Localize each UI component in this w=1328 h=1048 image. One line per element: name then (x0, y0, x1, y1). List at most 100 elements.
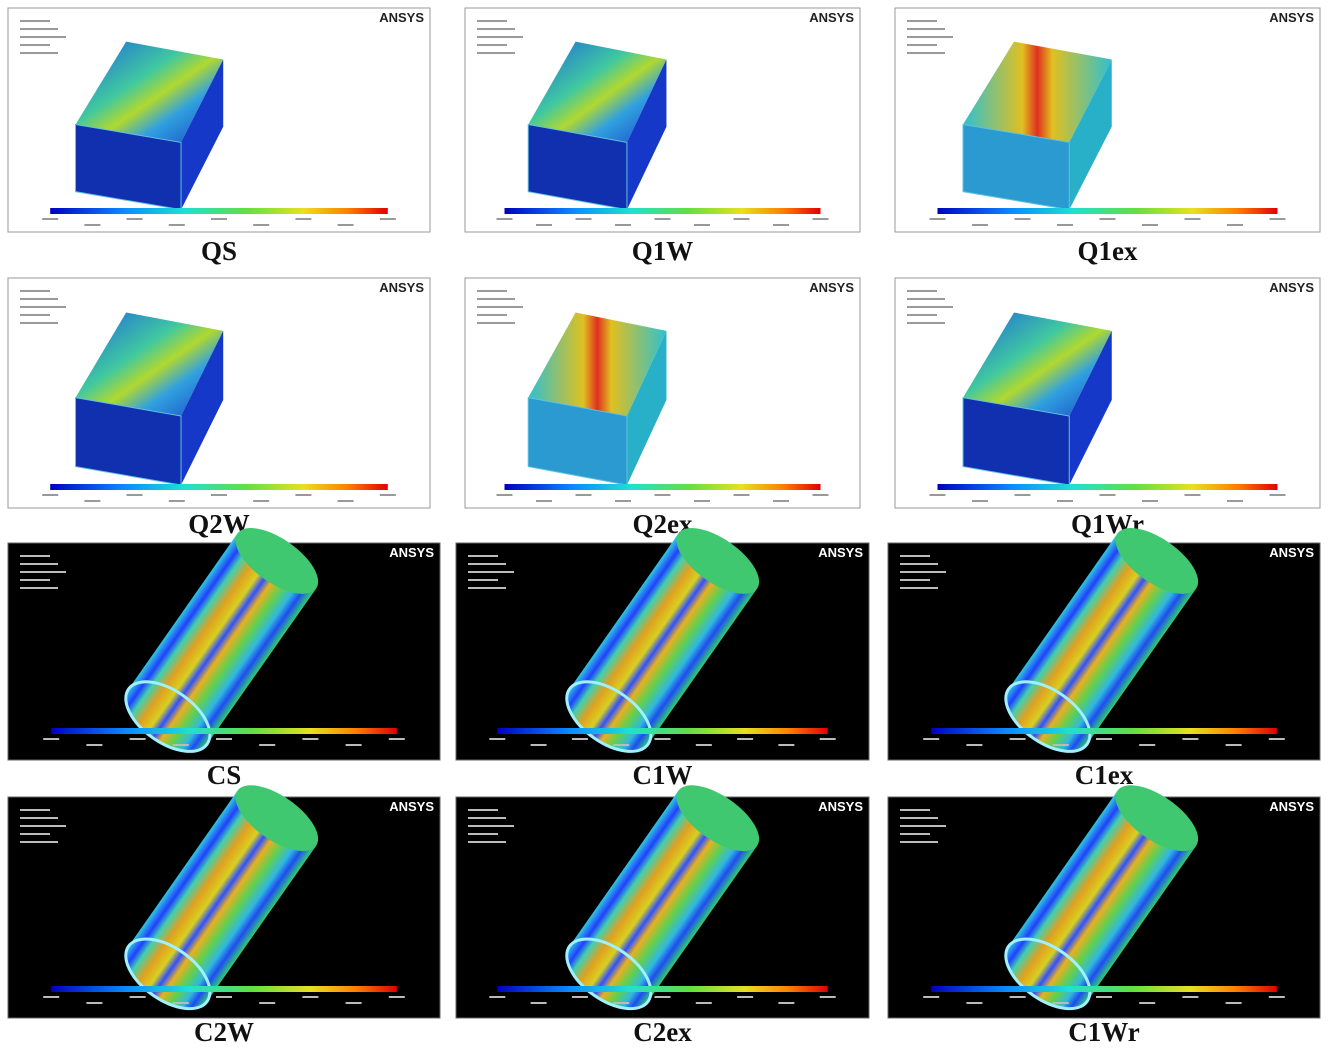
legend-tick-text (734, 494, 750, 496)
legend-tick-text (734, 218, 750, 220)
panel: ANSYS (895, 8, 1320, 232)
legend-tick-text (1100, 494, 1116, 496)
legend-tick-text (966, 1002, 982, 1004)
legend-tick-text (253, 500, 269, 502)
legend-tick-text (972, 500, 988, 502)
info-text-line (20, 306, 66, 308)
caption: Q1W (632, 236, 694, 266)
legend-tick-text (380, 218, 396, 220)
legend-tick-text (497, 494, 513, 496)
info-text-line (907, 322, 945, 324)
legend-tick-text (42, 218, 58, 220)
legend-tick-text (1096, 738, 1112, 740)
info-text-line (900, 571, 946, 573)
color-legend (50, 484, 388, 490)
info-text-line (20, 36, 66, 38)
legend-tick-text (489, 996, 505, 998)
panel: ANSYS (465, 8, 860, 232)
info-text-line (907, 28, 945, 30)
legend-tick-text (572, 738, 588, 740)
legend-tick-text (1010, 996, 1026, 998)
color-legend (931, 986, 1277, 992)
legend-tick-text (130, 738, 146, 740)
legend-tick-text (655, 494, 671, 496)
info-text-line (20, 52, 58, 54)
legend-tick-text (613, 744, 629, 746)
caption: C2W (194, 1017, 254, 1047)
legend-tick-text (1185, 494, 1201, 496)
legend-tick-text (1182, 996, 1198, 998)
ansys-logo: ANSYS (1269, 545, 1314, 560)
caption: CS (207, 760, 242, 790)
panel: ANSYS (895, 278, 1320, 508)
legend-tick-text (216, 738, 232, 740)
legend-tick-text (820, 996, 836, 998)
legend-tick-text (773, 500, 789, 502)
info-text-line (900, 833, 930, 835)
legend-tick-text (86, 744, 102, 746)
legend-tick-text (173, 1002, 189, 1004)
info-text-line (20, 28, 58, 30)
info-text-line (20, 314, 50, 316)
info-text-line (468, 817, 506, 819)
legend-tick-text (1139, 1002, 1155, 1004)
info-text-line (900, 587, 938, 589)
legend-tick-text (489, 738, 505, 740)
legend-tick-text (211, 494, 227, 496)
info-text-line (468, 825, 514, 827)
info-text-line (907, 290, 937, 292)
info-text-line (468, 555, 498, 557)
legend-tick-text (380, 494, 396, 496)
legend-tick-text (169, 500, 185, 502)
color-legend (51, 728, 397, 734)
info-text-line (907, 44, 937, 46)
legend-tick-text (211, 218, 227, 220)
info-text-line (20, 20, 50, 22)
legend-tick-text (694, 500, 710, 502)
legend-tick-text (1096, 996, 1112, 998)
legend-tick-text (389, 996, 405, 998)
legend-tick-text (1053, 1002, 1069, 1004)
caption: C1W (633, 760, 693, 790)
info-text-line (20, 579, 50, 581)
legend-tick-text (253, 224, 269, 226)
legend-tick-text (737, 738, 753, 740)
legend-tick-text (259, 1002, 275, 1004)
info-text-line (900, 809, 930, 811)
legend-tick-text (338, 500, 354, 502)
legend-tick-text (972, 224, 988, 226)
info-text-line (20, 322, 58, 324)
info-text-line (477, 298, 515, 300)
ansys-logo: ANSYS (379, 280, 424, 295)
legend-tick-text (43, 996, 59, 998)
panel: ANSYS (8, 8, 430, 232)
legend-tick-text (1226, 1002, 1242, 1004)
legend-tick-text (778, 744, 794, 746)
legend-tick-text (127, 218, 143, 220)
info-text-line (20, 563, 58, 565)
legend-tick-text (216, 996, 232, 998)
legend-tick-text (1142, 500, 1158, 502)
legend-tick-text (615, 224, 631, 226)
legend-tick-text (531, 1002, 547, 1004)
ansys-logo: ANSYS (1269, 10, 1314, 25)
info-text-line (20, 44, 50, 46)
legend-tick-text (338, 224, 354, 226)
legend-tick-text (655, 996, 671, 998)
legend-tick-text (84, 224, 100, 226)
legend-tick-text (1015, 218, 1031, 220)
legend-tick-text (1269, 996, 1285, 998)
ansys-logo: ANSYS (389, 545, 434, 560)
legend-tick-text (813, 494, 829, 496)
ansys-logo: ANSYS (389, 799, 434, 814)
info-text-line (468, 579, 498, 581)
info-text-line (477, 36, 523, 38)
info-text-line (477, 314, 507, 316)
ansys-logo: ANSYS (818, 545, 863, 560)
caption: C1ex (1075, 760, 1134, 790)
legend-tick-text (1226, 744, 1242, 746)
legend-tick-text (84, 500, 100, 502)
legend-tick-text (813, 218, 829, 220)
info-text-line (20, 555, 50, 557)
color-legend (497, 986, 827, 992)
